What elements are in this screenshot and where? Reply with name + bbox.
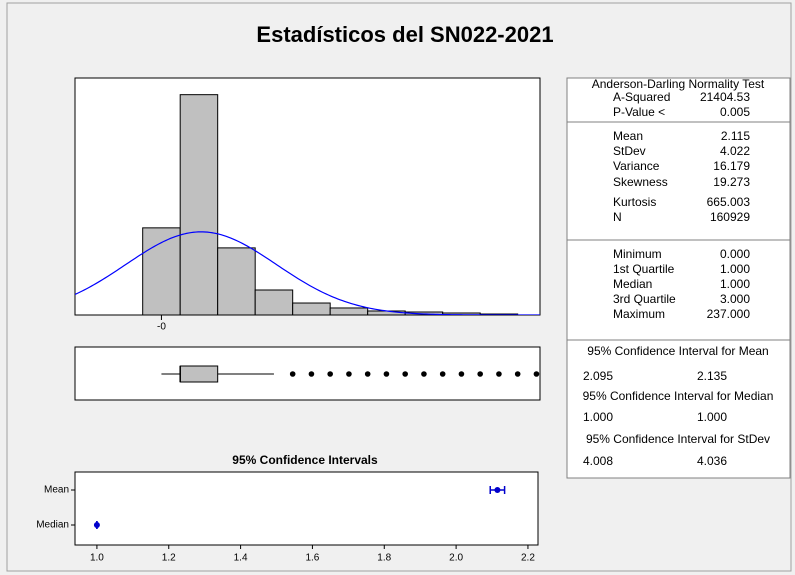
histogram-bar [217, 247, 256, 315]
ci-lower: 2.095 [583, 369, 613, 383]
section-heading: Anderson-Darling Normality Test [592, 77, 765, 91]
box [179, 365, 219, 383]
histogram-bar [292, 302, 331, 315]
outlier [514, 371, 521, 377]
ci-point [494, 487, 501, 493]
outlier [383, 371, 390, 377]
outlier [346, 371, 352, 377]
outlier [496, 371, 502, 377]
section-heading: 95% Confidence Interval for StDev [586, 432, 770, 446]
stat-label: N [613, 210, 622, 224]
stat-value: 21404.53 [700, 90, 750, 104]
outlier [364, 371, 371, 377]
stat-label: Mean [613, 129, 643, 143]
ci-lower: 4.008 [583, 454, 613, 468]
stat-label: 1st Quartile [613, 262, 675, 276]
x-tick-label: 1.8 [377, 553, 391, 564]
stat-value: 0.005 [720, 105, 750, 119]
stat-label: Skewness [613, 175, 668, 189]
x-tick-label: 1.4 [234, 553, 248, 564]
stat-label: 3rd Quartile [613, 292, 676, 306]
stat-label: A-Squared [613, 90, 670, 104]
outlier [458, 371, 465, 377]
stat-label: Variance [613, 159, 660, 173]
x-tick-label: 1.0 [90, 553, 104, 564]
category-label: Mean [44, 485, 69, 496]
outlier [439, 371, 446, 377]
stat-value: 3.000 [720, 292, 750, 306]
section-heading: 95% Confidence Interval for Mean [587, 344, 768, 358]
stat-label: Kurtosis [613, 195, 656, 209]
histogram-bar [179, 94, 219, 315]
ci-upper: 2.135 [697, 369, 727, 383]
boxplot-layer [161, 365, 540, 383]
stat-value: 16.179 [713, 159, 750, 173]
histogram-bar [142, 227, 181, 315]
stat-label: Minimum [613, 247, 662, 261]
x-tick-label: 2.0 [449, 553, 463, 564]
category-label: Median [36, 520, 69, 531]
outlier [402, 371, 408, 377]
x-tick-label: 1.2 [162, 553, 176, 564]
x-tick-label: 1.6 [305, 553, 319, 564]
stat-value: 160929 [710, 210, 750, 224]
ci-lower: 1.000 [583, 410, 613, 424]
outlier [308, 371, 315, 377]
ci-upper: 1.000 [697, 410, 727, 424]
section-heading: 95% Confidence Interval for Median [583, 389, 774, 403]
normal-fit-curve [75, 231, 540, 315]
histogram-layer [75, 94, 540, 315]
stat-value: 1.000 [720, 277, 750, 291]
interval-frame [74, 471, 539, 546]
stat-value: 237.000 [707, 307, 751, 321]
x-tick-label: -0 [157, 322, 166, 333]
stat-value: 4.022 [720, 144, 750, 158]
stat-label: P-Value < [613, 105, 665, 119]
stat-label: StDev [613, 144, 646, 158]
boxplot-frame [74, 346, 541, 401]
outlier [477, 371, 483, 377]
stat-value: 19.273 [713, 175, 750, 189]
outlier [533, 371, 540, 377]
outlier [289, 371, 296, 377]
x-tick-label: 2.2 [521, 553, 535, 564]
ci-upper: 4.036 [697, 454, 727, 468]
histogram-bar [329, 307, 369, 315]
ci-point [93, 522, 100, 528]
stat-label: Median [613, 277, 652, 291]
stats-table [566, 77, 791, 479]
stat-value: 665.003 [707, 195, 751, 209]
histogram-bar [254, 289, 294, 315]
stat-value: 2.115 [721, 129, 750, 143]
stat-label: Maximum [613, 307, 665, 321]
stat-value: 0.000 [720, 247, 750, 261]
interval-title: 95% Confidence Intervals [232, 453, 378, 467]
stat-value: 1.000 [720, 262, 750, 276]
outlier [421, 371, 427, 377]
outlier [327, 371, 333, 377]
title: Estadísticos del SN022-2021 [256, 22, 553, 47]
